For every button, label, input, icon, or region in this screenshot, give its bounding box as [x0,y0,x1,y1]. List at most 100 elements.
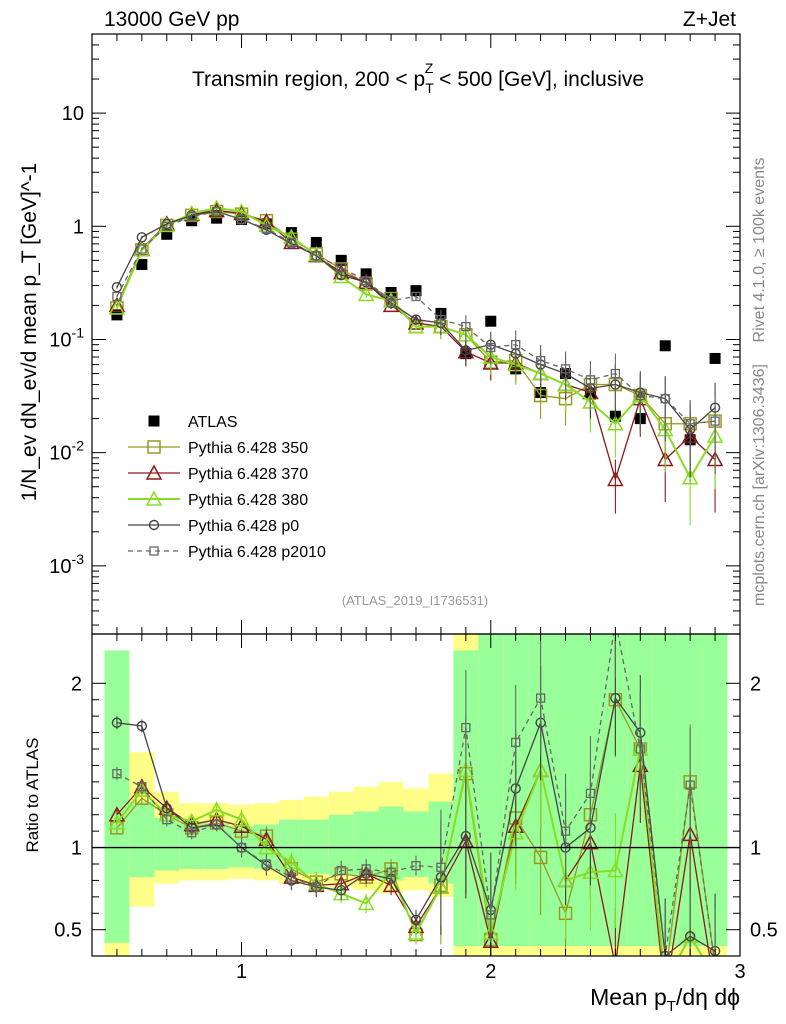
ratio-point-pythia-6-428-p2010 [311,882,321,892]
ratio-point-pythia-6-428-380 [407,924,425,940]
ratio-point-pythia-6-428-p0 [161,802,172,814]
ratio-y-label: Ratio to ATLAS [23,738,42,853]
legend-label-pythia-6-428-370: Pythia 6.428 370 [188,466,308,483]
main-point-pythia-6-428-p2010 [162,221,172,231]
main-point-pythia-6-428-p2010 [585,375,596,385]
title-suffix: < 500 [GeV], inclusive [433,68,644,91]
x-axis-label: Mean pT/dη dϕ [590,984,740,1015]
legend-marker-pythia-6-428-380 [145,490,163,506]
ratio-band-inner [154,818,180,871]
ratio-point-pythia-6-428-p2010 [711,962,719,970]
ratio-point-pythia-6-428-p2010 [411,860,421,871]
main-point-atlas [659,340,671,352]
ratio-point-pythia-6-428-p2010 [511,737,521,748]
ratio-point-pythia-6-428-380 [708,970,722,983]
main-point-pythia-6-428-p2010 [286,237,297,248]
main-point-pythia-6-428-380 [108,299,126,315]
main-point-pythia-6-428-p2010 [336,263,346,273]
main-axes: 10-3 10-2 10-1 1 10 [49,33,741,634]
ratio-uncertainty-bands [104,634,728,956]
ratio-point-pythia-6-428-370 [608,959,622,972]
ratio-point-pythia-6-428-p2010 [336,865,346,876]
ratio-point-pythia-6-428-p0 [684,931,696,942]
ratio-point-pythia-6-428-p2010 [685,780,695,790]
ratio-y-tick-label-right: 0.5 [750,920,778,942]
legend-marker-pythia-6-428-p0 [148,519,160,531]
ratio-point-pythia-6-428-p2010 [386,867,396,877]
ratio-point-pythia-6-428-p2010 [486,910,496,920]
ratio-y-tick-label: 0.5 [54,920,82,942]
mcplots-label: mcplots.cern.ch [arXiv:1306.3436] [751,364,768,606]
ratio-point-pythia-6-428-p2010 [162,814,172,825]
ratio-band-inner [652,634,678,947]
main-point-pythia-6-428-p2010 [137,244,147,254]
main-point-pythia-6-428-p2010 [610,368,621,379]
main-point-atlas [161,228,173,240]
legend-marker-pythia-6-428-370 [145,464,163,480]
ratio-y-tick-label: 2 [71,673,82,695]
title-prefix: Transmin region, 200 < p [192,68,425,91]
main-point-pythia-6-428-p2010 [660,394,670,404]
ratio-band-inner [129,801,155,878]
ratio-point-pythia-6-428-p2010 [611,617,619,625]
ratio-point-pythia-6-428-p0 [136,720,148,732]
main-point-pythia-6-428-380 [607,415,624,431]
ratio-band-inner [104,650,130,943]
main-point-pythia-6-428-p2010 [560,364,571,374]
x-tick-label: 3 [734,961,745,983]
rivet-label: Rivet 4.1.0, ≥ 100k events [751,158,768,343]
analysis-id: (ATLAS_2019_I1736531) [342,593,488,608]
main-point-atlas [410,285,422,297]
main-y-label: 1/N_ev dN_ev/d mean p_T [GeV]^-1 [18,163,41,502]
ratio-point-pythia-6-428-p2010 [461,722,471,733]
header-left: 13000 GeV pp [104,8,239,31]
main-point-atlas [485,315,497,327]
ratio-point-pythia-6-428-p2010 [436,862,446,872]
x-label-main: Mean p [590,984,667,1010]
ratio-point-pythia-6-428-p0 [336,885,347,896]
title-sub: T [425,80,434,96]
main-point-pythia-6-428-p2010 [187,211,197,222]
ratio-y-tick-label-right: 1 [750,838,761,860]
main-point-pythia-6-428-p2010 [635,390,645,401]
ratio-point-pythia-6-428-380 [108,814,126,830]
ratio-y-tick-label-right: 2 [750,673,761,695]
legend-label-pythia-6-428-p0: Pythia 6.428 p0 [188,518,299,535]
x-tick-label: 1 [236,961,247,983]
ratio-point-pythia-6-428-350 [659,971,671,983]
ratio-point-pythia-6-428-380 [233,811,250,827]
legend-marker-atlas [148,415,160,427]
main-point-pythia-6-428-p0 [410,314,422,325]
main-point-pythia-6-428-380 [357,285,375,302]
main-y-tick-label: 1 [73,216,84,238]
main-point-pythia-6-428-p2010 [411,291,421,302]
legend-label-pythia-6-428-350: Pythia 6.428 350 [188,440,308,457]
main-point-atlas [709,352,721,364]
ratio-point-pythia-6-428-p0 [410,914,422,926]
ratio-point-pythia-6-428-380 [208,801,225,817]
main-y-label-text: 1/N_ev dN_ev/d mean p_T [GeV]^-1 [18,163,41,502]
ratio-point-pythia-6-428-p2010 [286,872,297,882]
main-point-atlas [111,309,123,321]
ratio-point-pythia-6-428-p2010 [560,826,571,836]
plot-title: Transmin region, 200 < pTZ < 500 [GeV], … [192,60,644,96]
main-y-tick-label: 10 [62,103,84,125]
ratio-point-pythia-6-428-p2010 [261,859,272,869]
ratio-band-inner [303,819,329,874]
main-y-tick-label: 10-2 [49,438,84,465]
ratio-point-pythia-6-428-p2010 [585,788,596,799]
legend-marker-pythia-6-428-350 [147,440,161,454]
main-point-pythia-6-428-p0 [460,345,472,356]
main-point-atlas [335,254,347,266]
legend-label-pythia-6-428-p2010: Pythia 6.428 p2010 [188,544,326,561]
ratio-point-pythia-6-428-p2010 [635,744,645,754]
ratio-point-pythia-6-428-350 [533,850,548,865]
main-line-pythia-6-428-380 [116,207,716,480]
main-point-pythia-6-428-p0 [136,232,148,243]
header-right: Z+Jet [683,8,736,31]
ratio-point-pythia-6-428-350 [709,960,721,972]
main-point-pythia-6-428-370 [607,470,624,487]
main-y-tick-label: 10-1 [49,324,84,351]
main-series-group [108,199,724,526]
main-point-atlas [136,258,148,270]
